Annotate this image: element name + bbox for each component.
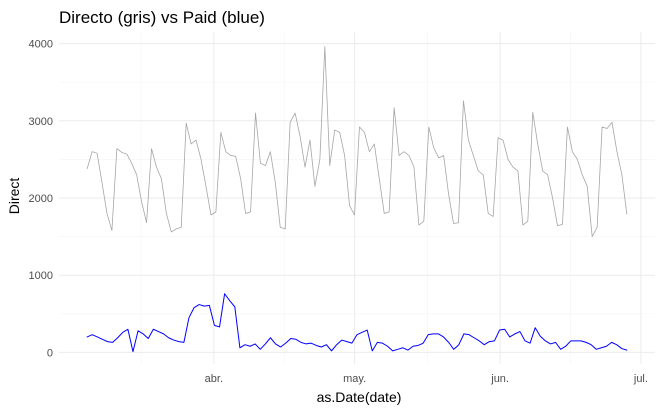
y-tick-label: 4000 [29,39,53,51]
grid [59,32,655,364]
series-line-2 [86,293,628,353]
y-tick-label: 0 [47,347,53,359]
y-tick-label: 3000 [29,116,53,128]
x-tick-label: jul. [633,373,648,385]
series-line-1 [86,46,628,238]
y-tick-label: 1000 [29,270,53,282]
x-tick-label: may. [343,373,366,385]
y-axis-title: Direct [6,178,22,215]
series-layer [86,46,628,353]
x-axis-ticks: abr. may. jun. jul. [205,373,648,385]
x-tick-label: jun. [490,373,509,385]
y-axis-ticks: 0 1000 2000 3000 4000 [29,39,53,360]
chart-title: Directo (gris) vs Paid (blue) [59,8,265,27]
y-tick-label: 2000 [29,193,53,205]
x-tick-label: abr. [205,373,223,385]
x-axis-title: as.Date(date) [317,389,402,405]
